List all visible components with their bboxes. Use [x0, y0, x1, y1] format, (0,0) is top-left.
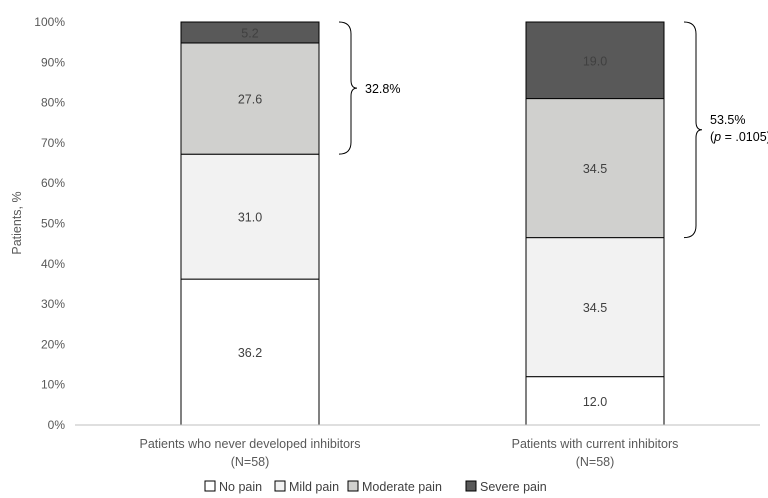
data-label: 34.5 — [583, 162, 607, 176]
annotation-p-value-part: p — [713, 130, 721, 144]
y-tick-label: 70% — [41, 136, 65, 150]
bar-segment-no-pain — [180, 278, 320, 426]
annotation-percent: 53.5% — [710, 113, 745, 127]
bar-segment-moderate-pain — [525, 98, 665, 239]
curly-brace — [683, 21, 703, 239]
annotation-percent: 32.8% — [365, 82, 400, 96]
bar-segment-mild-pain — [525, 237, 665, 378]
bars: 36.2 31.0 27.6 5.2 12.0 34.5 34.5 19.0 — [180, 21, 665, 426]
y-tick-label: 50% — [41, 217, 65, 231]
y-tick-label: 80% — [41, 96, 65, 110]
data-label: 19.0 — [583, 54, 607, 68]
y-tick-label: 40% — [41, 257, 65, 271]
y-tick-label: 100% — [34, 15, 65, 29]
legend-swatch — [204, 480, 216, 492]
legend: No pain Mild pain Moderate pain Severe pain — [204, 480, 547, 494]
y-tick-label: 0% — [48, 418, 66, 432]
bar-segment-severe-pain — [525, 21, 665, 100]
data-label: 34.5 — [583, 301, 607, 315]
y-tick-label: 10% — [41, 378, 65, 392]
data-label: 27.6 — [238, 93, 262, 107]
category-n-label: (N=58) — [576, 455, 615, 469]
curly-brace — [338, 21, 358, 155]
bar-segment-mild-pain — [180, 153, 320, 280]
annotations: 32.8% 53.5% (p = .0105) — [338, 21, 768, 239]
annotation-p-value-part: = .0105) — [721, 130, 768, 144]
x-axis: Patients who never developed inhibitors (… — [75, 424, 760, 469]
data-label: 36.2 — [238, 346, 262, 360]
y-tick-label: 20% — [41, 337, 65, 351]
category-n-label: (N=58) — [231, 455, 270, 469]
legend-label: Mild pain — [289, 480, 339, 494]
legend-swatch — [465, 480, 477, 492]
bar-segment-severe-pain — [180, 21, 320, 44]
y-tick-label: 60% — [41, 176, 65, 190]
legend-label: Moderate pain — [362, 480, 442, 494]
category-label: Patients who never developed inhibitors — [140, 437, 361, 451]
y-tick-label: 90% — [41, 55, 65, 69]
data-label: 31.0 — [238, 211, 262, 225]
legend-swatch — [274, 480, 286, 492]
data-label: 5.2 — [241, 26, 258, 40]
legend-swatch — [347, 480, 359, 492]
category-label: Patients with current inhibitors — [512, 437, 679, 451]
data-label: 12.0 — [583, 395, 607, 409]
legend-label: Severe pain — [480, 480, 547, 494]
y-axis: 0% 10% 20% 30% 40% 50% 60% 70% 80% 90% 100% — [34, 15, 65, 432]
y-axis-label: Patients, % — [10, 191, 24, 254]
y-tick-label: 30% — [41, 297, 65, 311]
annotation-p-value-part: ( — [710, 130, 715, 144]
legend-label: No pain — [219, 480, 262, 494]
annotation-p-value: (p = .0105) — [710, 130, 768, 144]
